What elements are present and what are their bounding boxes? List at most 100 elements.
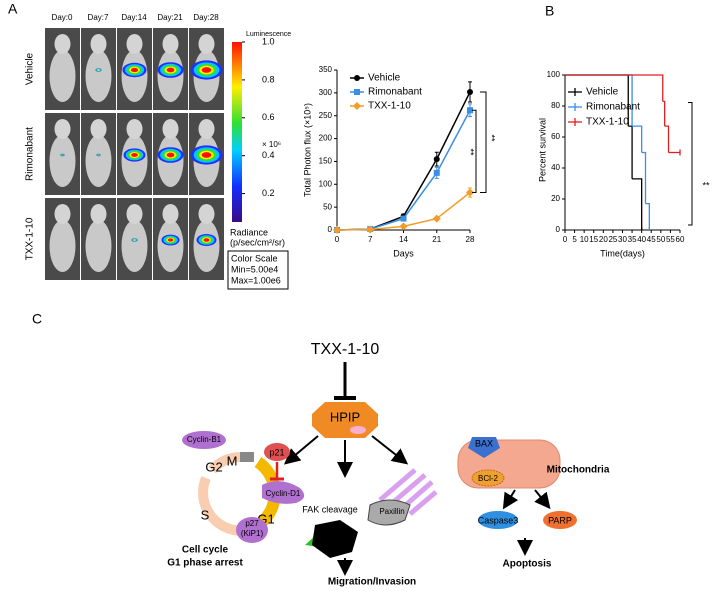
marker xyxy=(433,156,440,163)
label: Cell cycle xyxy=(182,545,229,556)
y-tick-label: 0 xyxy=(328,225,333,234)
legend-label: TXX-1-10 xyxy=(368,101,411,112)
group-label: Rimonabant xyxy=(25,127,36,181)
y-tick-label: 200 xyxy=(319,134,333,143)
signal xyxy=(61,154,64,156)
x-tick-label: 40 xyxy=(637,235,646,244)
marker xyxy=(366,225,375,234)
mouse xyxy=(126,119,143,139)
mouse xyxy=(54,119,71,139)
x-tick-label: 30 xyxy=(618,235,627,244)
x-tick-label: 10 xyxy=(580,235,589,244)
label: Mitochondria xyxy=(547,465,610,476)
cyclin-d1 xyxy=(262,481,305,504)
x-tick-label: 5 xyxy=(572,235,577,244)
mouse xyxy=(49,50,76,102)
multiplier: × 10⁶ xyxy=(262,140,281,149)
legend-label: Vehicle xyxy=(586,87,619,98)
mouse xyxy=(90,34,107,54)
cyclin-b1 xyxy=(182,431,226,449)
y-tick-label: 0 xyxy=(556,225,561,234)
marker xyxy=(399,222,408,231)
marker xyxy=(333,226,341,234)
day-label: Day:28 xyxy=(193,13,219,22)
x-tick-label: 35 xyxy=(628,235,637,244)
label: Cyclin-B1 xyxy=(187,435,222,444)
label: Paxillin xyxy=(379,507,404,516)
annotation: ** xyxy=(487,134,497,142)
marker xyxy=(467,107,473,114)
bracket xyxy=(480,91,487,194)
scale: Color Scale xyxy=(231,253,278,263)
p27 xyxy=(236,517,268,543)
y-tick-label: 60 xyxy=(551,132,560,141)
mouse xyxy=(157,220,184,272)
bracket xyxy=(472,109,477,194)
signal xyxy=(131,153,138,157)
y-axis-title: Percent survival xyxy=(537,118,547,182)
y-tick-label: 100 xyxy=(547,70,561,79)
label: G2 xyxy=(205,459,222,474)
label: Caspase3 xyxy=(478,515,519,525)
legend-label: TXX-1-10 xyxy=(586,117,629,128)
x-tick-label: 55 xyxy=(666,235,675,244)
highlight xyxy=(350,426,366,434)
paxillin xyxy=(367,499,411,526)
p21 xyxy=(264,443,290,461)
marker xyxy=(354,75,360,81)
marker xyxy=(433,169,440,176)
mouse xyxy=(85,135,112,187)
y-axis-title: Total Photon flux (×10⁵) xyxy=(302,103,312,197)
target: HPIP xyxy=(330,409,360,424)
label: PARP xyxy=(548,515,572,525)
y-tick-label: 150 xyxy=(319,157,333,166)
bracket xyxy=(688,102,693,226)
annotation: ** xyxy=(702,180,710,190)
bcl2 xyxy=(471,469,505,487)
x-tick-label: 20 xyxy=(599,235,608,244)
arrow xyxy=(283,435,319,465)
arrow xyxy=(502,489,519,510)
panel-label: C xyxy=(32,311,42,327)
y-tick-label: 250 xyxy=(319,111,333,120)
x-axis-title: Time(days) xyxy=(600,248,645,258)
caspase3 xyxy=(478,511,518,529)
label: BCl-2 xyxy=(478,474,499,483)
day-label: Day:21 xyxy=(157,13,183,22)
signal xyxy=(203,238,210,242)
day-label: Day:14 xyxy=(121,13,147,22)
group-label: TXX-1-10 xyxy=(25,217,36,260)
survival-step xyxy=(632,125,643,153)
legend-label: Rimonabant xyxy=(368,87,422,98)
mouse xyxy=(49,135,76,187)
scale: Max=1.00e6 xyxy=(231,275,281,285)
survival-step xyxy=(565,74,664,102)
mouse xyxy=(85,50,112,102)
signal xyxy=(166,152,175,158)
signal xyxy=(97,154,100,156)
legend-label: Rimonabant xyxy=(586,102,640,113)
label: p27 xyxy=(245,519,259,528)
marker xyxy=(400,215,407,222)
signal xyxy=(133,239,136,241)
panel-label: B xyxy=(545,3,554,19)
mouse xyxy=(162,119,179,139)
survival-step xyxy=(632,178,643,230)
survival-step xyxy=(664,125,670,153)
colorbar-tick-label: 0.8 xyxy=(262,74,275,84)
legend-label: Vehicle xyxy=(368,73,401,84)
y-tick-label: 50 xyxy=(323,202,332,211)
label: FAK cleavage xyxy=(302,504,358,514)
x-tick-label: 0 xyxy=(563,235,568,244)
mouse xyxy=(198,34,215,54)
label: G1 phase arrest xyxy=(167,558,243,569)
survival-step xyxy=(662,100,666,127)
y-tick-label: 350 xyxy=(319,65,333,74)
mouse xyxy=(162,204,179,224)
signal xyxy=(201,152,212,158)
annotation: ** xyxy=(466,148,476,156)
x-tick-label: 50 xyxy=(656,235,665,244)
mouse xyxy=(126,204,143,224)
signal xyxy=(130,67,139,73)
